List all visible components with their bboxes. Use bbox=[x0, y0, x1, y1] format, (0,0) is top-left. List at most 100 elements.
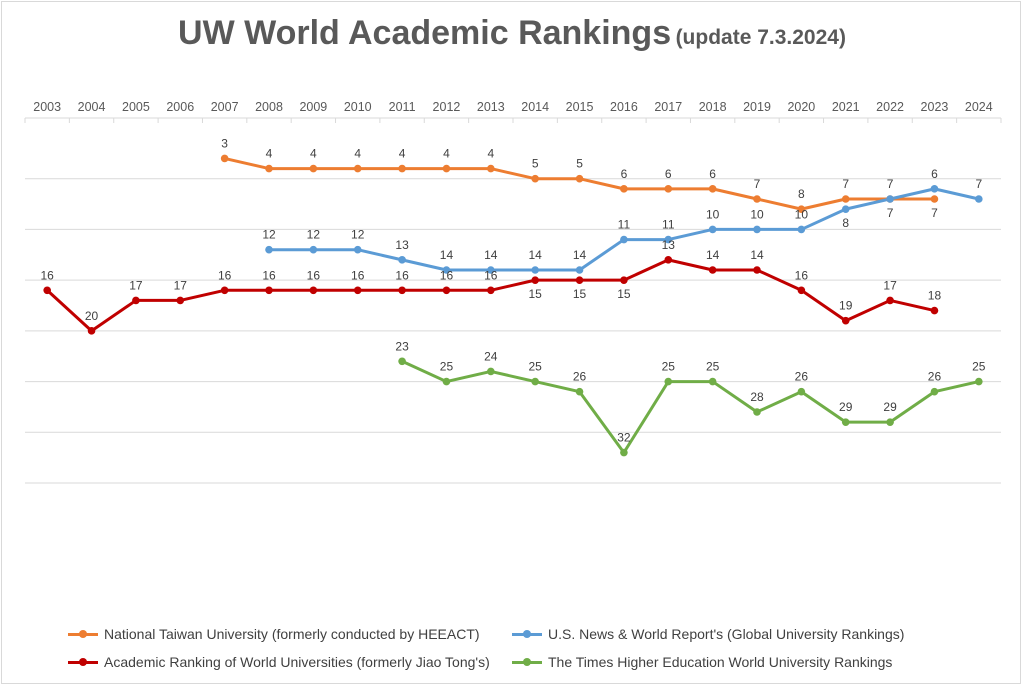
data-label: 16 bbox=[351, 268, 365, 282]
data-label: 16 bbox=[440, 268, 454, 282]
x-tick-label: 2017 bbox=[654, 100, 682, 114]
data-label: 14 bbox=[573, 248, 587, 262]
data-point bbox=[265, 286, 273, 295]
data-point bbox=[664, 377, 673, 386]
x-tick-label: 2015 bbox=[566, 100, 594, 114]
data-label: 15 bbox=[617, 287, 631, 301]
data-point bbox=[353, 245, 362, 254]
x-tick-label: 2008 bbox=[255, 100, 283, 114]
data-label: 20 bbox=[85, 309, 99, 323]
data-label: 7 bbox=[842, 177, 849, 191]
data-label: 26 bbox=[795, 370, 809, 384]
data-label: 24 bbox=[484, 349, 498, 363]
data-label: 13 bbox=[662, 238, 676, 252]
legend-label: The Times Higher Education World Univers… bbox=[548, 654, 893, 670]
data-label: 11 bbox=[618, 218, 631, 232]
legend-marker-icon bbox=[68, 657, 98, 666]
legend-label: National Taiwan University (formerly con… bbox=[104, 626, 480, 642]
data-label: 25 bbox=[662, 360, 676, 374]
data-label: 25 bbox=[972, 360, 986, 374]
data-point bbox=[487, 164, 495, 173]
data-label: 16 bbox=[262, 268, 276, 282]
data-point bbox=[975, 195, 983, 203]
data-label: 25 bbox=[440, 360, 454, 374]
data-label: 6 bbox=[709, 167, 716, 181]
data-label: 16 bbox=[41, 268, 55, 282]
x-tick-label: 2020 bbox=[787, 100, 815, 114]
data-point bbox=[930, 387, 939, 396]
data-point bbox=[398, 256, 406, 264]
data-point bbox=[575, 174, 584, 183]
data-label: 8 bbox=[798, 187, 805, 201]
data-label: 14 bbox=[750, 248, 764, 262]
data-label: 17 bbox=[174, 278, 188, 292]
data-label: 25 bbox=[529, 360, 543, 374]
legend-marker-icon bbox=[68, 629, 98, 638]
data-point bbox=[753, 266, 761, 274]
x-tick-label: 2011 bbox=[389, 100, 416, 114]
data-point bbox=[575, 276, 584, 284]
x-tick-label: 2023 bbox=[921, 100, 949, 114]
data-point bbox=[353, 164, 362, 173]
data-label: 14 bbox=[484, 248, 498, 262]
data-label: 10 bbox=[750, 207, 764, 221]
data-label: 4 bbox=[266, 147, 273, 161]
data-label: 26 bbox=[928, 370, 942, 384]
legend-label: U.S. News & World Report's (Global Unive… bbox=[548, 626, 905, 642]
data-label: 8 bbox=[842, 216, 849, 230]
data-label: 23 bbox=[395, 339, 409, 353]
x-tick-label: 2009 bbox=[299, 100, 327, 114]
data-point bbox=[930, 306, 939, 315]
data-label: 26 bbox=[573, 370, 587, 384]
data-point bbox=[309, 286, 318, 295]
data-point bbox=[753, 225, 761, 234]
data-label: 15 bbox=[529, 287, 543, 301]
data-label: 7 bbox=[887, 206, 894, 220]
data-point bbox=[442, 266, 451, 274]
data-point bbox=[797, 205, 806, 213]
data-label: 12 bbox=[307, 228, 321, 242]
data-label: 6 bbox=[931, 167, 938, 181]
data-label: 28 bbox=[750, 390, 764, 404]
x-tick-label: 2021 bbox=[832, 100, 860, 114]
data-point bbox=[797, 286, 806, 295]
data-label: 19 bbox=[839, 299, 853, 313]
data-label: 15 bbox=[573, 287, 587, 301]
data-point bbox=[708, 377, 717, 386]
data-point bbox=[220, 154, 229, 163]
data-point bbox=[398, 357, 406, 366]
chart-title-main: UW World Academic Rankings bbox=[178, 14, 672, 52]
data-point bbox=[797, 387, 806, 396]
data-point bbox=[265, 164, 273, 173]
data-label: 6 bbox=[621, 167, 628, 181]
data-point bbox=[132, 296, 140, 305]
data-point bbox=[620, 276, 628, 284]
data-point bbox=[620, 235, 628, 244]
data-point bbox=[309, 245, 318, 254]
legend-item-usnews: U.S. News & World Report's (Global Unive… bbox=[512, 626, 904, 642]
data-point bbox=[753, 195, 761, 203]
data-point bbox=[487, 286, 495, 295]
data-point bbox=[442, 164, 451, 173]
legend-item-the: The Times Higher Education World Univers… bbox=[512, 654, 892, 670]
data-label: 16 bbox=[795, 268, 809, 282]
data-point bbox=[43, 286, 51, 295]
data-label: 18 bbox=[928, 289, 942, 303]
x-tick-label: 2019 bbox=[743, 100, 771, 114]
data-label: 11 bbox=[662, 218, 675, 232]
data-point bbox=[886, 296, 894, 305]
data-point bbox=[620, 448, 628, 457]
x-tick-label: 2010 bbox=[344, 100, 372, 114]
data-point bbox=[708, 225, 717, 234]
data-label: 5 bbox=[532, 157, 539, 171]
data-label: 7 bbox=[887, 177, 894, 191]
data-label: 7 bbox=[754, 177, 761, 191]
x-tick-label: 2018 bbox=[699, 100, 727, 114]
data-point bbox=[664, 235, 673, 244]
data-label: 14 bbox=[529, 248, 543, 262]
data-point bbox=[975, 377, 983, 386]
data-point bbox=[87, 327, 96, 335]
data-label: 32 bbox=[617, 431, 631, 445]
x-tick-label: 2016 bbox=[610, 100, 638, 114]
data-point bbox=[353, 286, 362, 295]
